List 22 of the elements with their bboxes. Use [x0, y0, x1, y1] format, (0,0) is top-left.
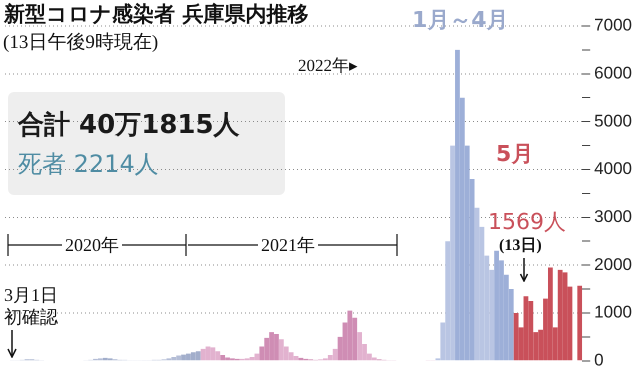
annotation: 2022年▸	[298, 56, 358, 75]
y-tick-label: 3000	[594, 207, 632, 226]
annotation: 合計 40万1815人	[18, 110, 240, 140]
y-tick-label: 6000	[594, 64, 632, 83]
annotation: 2020年	[62, 235, 122, 255]
y-tick-label: 0	[594, 350, 604, 370]
annotation: 初確認	[4, 307, 58, 327]
annotation: 2021年	[258, 235, 318, 255]
bar	[577, 286, 582, 360]
y-tick-label: 7000	[594, 16, 632, 35]
annotation: 1569人	[488, 210, 566, 235]
y-tick-label: 1000	[594, 302, 632, 322]
annotation: 1月～4月	[412, 8, 509, 33]
annotation: 死者 2214人	[18, 150, 159, 178]
y-tick-label: 2000	[594, 254, 632, 274]
y-tick-label: 4000	[594, 159, 632, 178]
annotation: 3月1日	[4, 285, 58, 305]
annotation: 5月	[496, 142, 534, 167]
annotation: (13日)	[499, 237, 542, 254]
chart-subtitle: (13日午後9時現在)	[3, 32, 158, 53]
y-tick-label: 5000	[594, 111, 632, 130]
chart-title: 新型コロナ感染者 兵庫県内推移	[4, 2, 308, 26]
